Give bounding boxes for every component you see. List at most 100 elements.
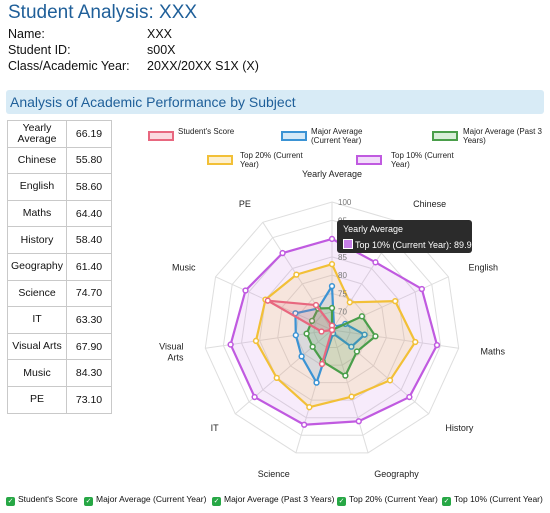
tick-label: 85 [338,253,347,262]
bottom-legend-label: Major Average (Current Year) [96,494,207,504]
tick-label: 70 [338,308,347,317]
series-point [251,393,258,401]
series-point [348,343,355,350]
grid-spoke [205,329,333,349]
id-label: Student ID: [8,43,71,57]
series-point [372,259,379,266]
category-label: IT [211,423,220,433]
table-row: IT 63.30 [7,306,112,334]
table-row: Science 74.70 [7,279,112,308]
tooltip-title: Yearly Average [343,224,404,234]
score-cell: 74.70 [66,279,112,308]
series-point [328,304,336,312]
table-row: Geography 61.40 [7,252,112,281]
legend-swatch-top10[interactable] [356,155,382,165]
bottom-legend-top10[interactable]: ✓ Top 10% (Current Year) [442,494,543,506]
bottom-legend-major-past[interactable]: ✓ Major Average (Past 3 Years) [212,494,334,506]
bottom-legend-label: Major Average (Past 3 Years) [224,494,335,504]
category-label: Chinese [413,199,446,209]
page-title: Student Analysis: XXX [8,2,198,23]
grid-ring [240,238,424,419]
table-row: Music 84.30 [7,359,112,387]
score-cell: 61.40 [66,252,112,281]
subject-cell: PE [7,385,67,414]
series-point [292,332,299,339]
legend-label-top20[interactable]: Top 20% (Current Year) [240,151,303,169]
id-value: s00X [147,43,176,57]
score-table: Yearly Average 66.19 Chinese 55.80 English 58… [7,120,112,414]
series-point [303,330,310,337]
year-value: 20XX/20XX S1X (X) [147,59,259,73]
section-header: Analysis of Academic Performance by Subj… [6,90,544,114]
legend-label-top10[interactable]: Top 10% (Current Year) [391,151,454,169]
table-row: Visual Arts 67.90 [7,332,112,361]
checkbox-icon[interactable]: ✓ [337,497,346,506]
series-point [318,360,326,368]
legend-swatch-top20[interactable] [207,155,233,165]
series-point [252,337,260,345]
tooltip-value: Top 10% (Current Year): 89.9 [355,240,472,250]
subject-cell: Yearly Average [7,120,67,148]
series-point [358,313,366,320]
checkbox-icon[interactable]: ✓ [84,497,93,506]
bottom-legend-major-current[interactable]: ✓ Major Average (Current Year) [84,494,206,506]
legend-label-major-current[interactable]: Major Average (Current Year) [311,127,363,145]
legend-label-major-past[interactable]: Major Average (Past 3 Years) [463,127,543,145]
category-label: History [445,423,474,433]
score-cell: 73.10 [66,385,112,414]
grid-ring [259,256,405,401]
legend-label-student[interactable]: Student's Score [178,127,235,136]
score-cell: 66.19 [66,120,112,148]
bottom-legend-student[interactable]: ✓ Student's Score [6,494,78,506]
series-point [355,418,362,425]
series-point [392,297,399,305]
series-point [298,353,305,360]
bottom-legend-label: Top 20% (Current Year) [349,494,438,504]
legend-swatch-major-past[interactable] [432,131,458,141]
legend-swatch-major-current[interactable] [281,131,307,141]
category-label: Science [258,469,290,479]
score-cell: 67.90 [66,332,112,361]
chart-tooltip: Yearly Average Top 10% (Current Year): 8… [337,220,472,253]
category-label: PE [239,199,251,209]
grid-spoke [331,329,369,453]
series-point [328,235,336,243]
series-point [308,317,316,325]
grid-ring [313,311,351,349]
table-row: PE 73.10 [7,385,112,414]
category-label: Maths [480,346,505,356]
series-point [328,326,336,334]
grid-spoke [234,329,333,415]
tick-label: 75 [338,289,347,298]
name-label: Name: [8,27,45,41]
series-point [273,374,280,382]
radar-chart: 707580859095100Yearly AverageChineseEngl… [159,169,505,479]
section-title: Analysis of Academic Performance by Subj… [10,94,296,110]
score-cell: 64.40 [66,199,112,228]
year-label: Class/Academic Year: [8,59,130,73]
series-point [353,348,361,355]
series-point [412,338,419,346]
name-value: XXX [147,27,173,41]
series-point [361,331,368,338]
series-line [266,299,334,366]
category-label: Visual [159,341,183,351]
checkbox-icon[interactable]: ✓ [212,497,221,506]
bottom-legend-top20[interactable]: ✓ Top 20% (Current Year) [337,494,438,506]
series-point [312,301,320,309]
series-point [418,285,425,293]
score-cell: 84.30 [66,359,112,387]
subject-cell: Geography [7,252,67,281]
series-point [242,287,249,294]
bottom-legend-label: Student's Score [18,494,78,504]
series-point [386,377,394,384]
checkbox-icon[interactable]: ✓ [442,497,451,506]
series-point [306,404,313,411]
legend-swatch-student[interactable] [148,131,174,141]
subject-cell: Science [7,279,67,308]
score-cell: 58.60 [66,173,112,201]
series-point [346,299,353,306]
checkbox-icon[interactable]: ✓ [6,497,15,506]
series-point [348,393,355,400]
series-point [264,297,271,304]
